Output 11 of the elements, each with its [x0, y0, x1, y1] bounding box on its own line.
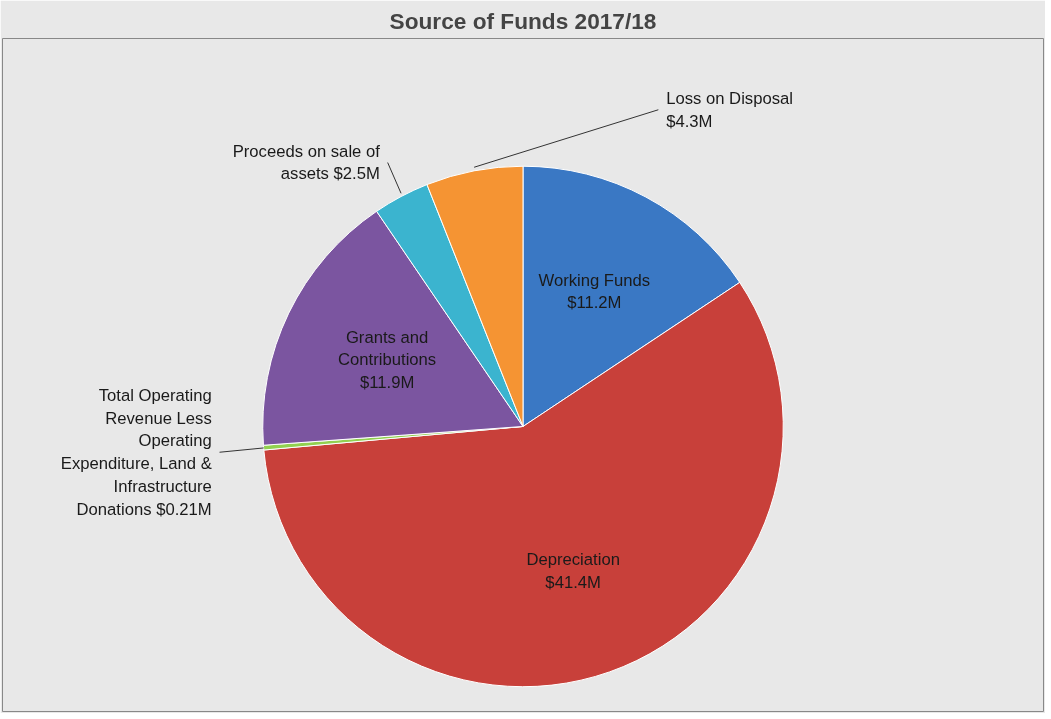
chart-title: Source of Funds 2017/18 [389, 7, 657, 34]
data-label: $11.2M [567, 293, 622, 313]
data-label: $11.9M [359, 373, 415, 393]
slice-label: Proceeds on sale of assets $2.5M [232, 141, 381, 184]
slice-label: Working Funds [538, 270, 651, 290]
slice-label: Total Operating Revenue Less Operating Expenditure, Land & Infrastructure Donations $0.21M [60, 385, 212, 519]
slice-label: Depreciation [526, 549, 620, 569]
data-label: $4.3M [666, 111, 713, 131]
data-label: $41.4M [545, 572, 601, 592]
slice-label: Grants and Contributions [338, 327, 437, 370]
slice-label: Loss on Disposal [666, 88, 793, 108]
